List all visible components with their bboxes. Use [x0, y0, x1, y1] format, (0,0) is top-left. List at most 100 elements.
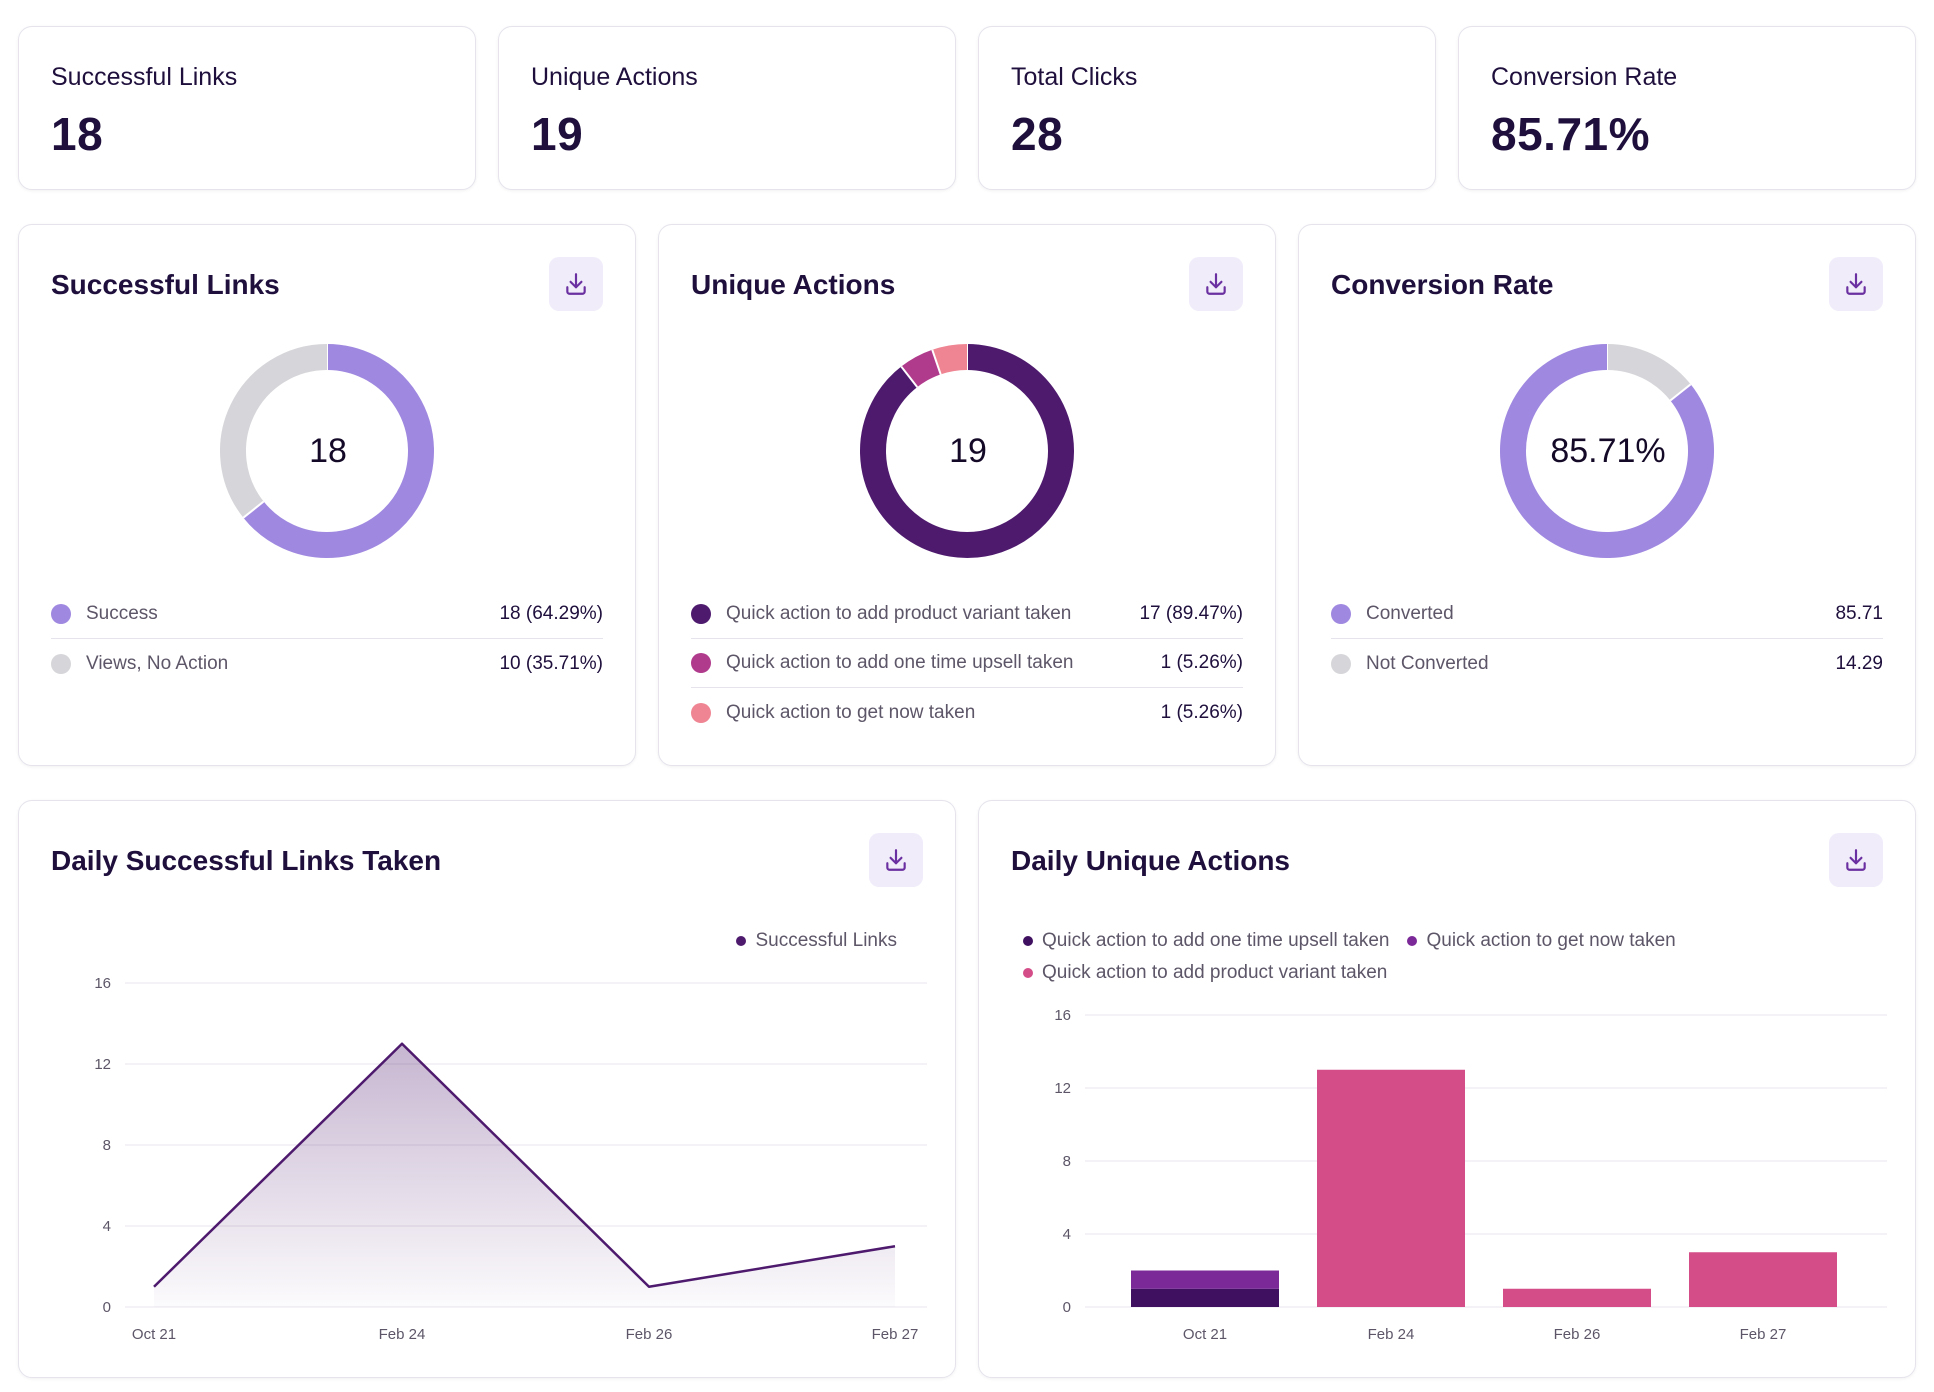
legend-row: Quick action to get now taken 1 (5.26%): [691, 688, 1243, 737]
legend-item[interactable]: Successful Links: [736, 925, 897, 957]
legend-value: 1 (5.26%): [1160, 701, 1243, 723]
donut-chart: [1500, 344, 1714, 558]
y-tick-label: 4: [103, 1218, 111, 1235]
legend-label: Quick action to add one time upsell take…: [1042, 930, 1390, 951]
slice-separator: [1669, 383, 1692, 402]
download-icon: [1846, 273, 1866, 295]
legend-label: Quick action to get now taken: [1426, 930, 1676, 951]
y-tick-label: 12: [1054, 1080, 1071, 1097]
legend-label: Views, No Action: [86, 652, 229, 674]
donut-slice[interactable]: [243, 344, 434, 558]
download-icon: [566, 273, 586, 295]
download-icon: [886, 849, 906, 871]
download-button[interactable]: [549, 257, 603, 311]
legend-label: Successful Links: [755, 930, 897, 951]
legend-row: Views, No Action 10 (35.71%): [51, 639, 603, 688]
legend-row: Quick action to add one time upsell take…: [691, 639, 1243, 688]
y-tick-label: 12: [94, 1056, 111, 1073]
card-title: Daily Unique Actions: [1011, 845, 1291, 876]
legend-label: Converted: [1366, 603, 1454, 624]
donut-legend: Converted 85.71 Not Converted 14.29: [1331, 590, 1883, 688]
bar-segment[interactable]: [1317, 1069, 1465, 1307]
legend-dot: [736, 936, 747, 946]
x-tick-label: Feb 27: [1740, 1326, 1787, 1343]
legend-label: Quick action to add product variant take…: [726, 603, 1072, 624]
donut-center-value: 19: [949, 431, 987, 470]
donut-card-unique-actions: Unique Actions 19 Quick action to add pr…: [658, 224, 1276, 766]
donut-card-conversion-rate: Conversion Rate 85.71% Converted 85.71 Not…: [1298, 224, 1916, 766]
legend-label: Success: [86, 603, 158, 624]
legend-value: 10 (35.71%): [499, 652, 603, 674]
donut-legend: Quick action to add product variant take…: [691, 590, 1243, 737]
legend-dot: [691, 604, 711, 624]
legend-dot: [691, 653, 711, 673]
y-tick-label: 8: [103, 1137, 111, 1154]
legend-item[interactable]: Quick action to add one time upsell take…: [1023, 925, 1389, 957]
legend-dot: [1331, 604, 1351, 624]
slice-separator: [242, 500, 265, 519]
data-point[interactable]: [646, 1284, 652, 1290]
x-tick-label: Feb 24: [1368, 1326, 1415, 1343]
bar-segment[interactable]: [1689, 1252, 1837, 1307]
download-button[interactable]: [869, 833, 923, 887]
bar-segment[interactable]: [1503, 1288, 1651, 1307]
donut-center-value: 85.71%: [1550, 431, 1666, 470]
data-point[interactable]: [399, 1041, 405, 1047]
stat-card-total-clicks: Total Clicks 28: [978, 26, 1436, 190]
y-tick-label: 16: [94, 975, 111, 992]
legend-dot: [1023, 968, 1033, 978]
x-tick-label: Feb 26: [626, 1326, 673, 1343]
legend-item[interactable]: Quick action to add product variant take…: [1023, 957, 1387, 989]
donut-card-successful-links: Successful Links 18 Success 18 (64.29%) Vi…: [18, 224, 636, 766]
stat-label: Total Clicks: [1011, 63, 1138, 91]
bar-chart-card: Daily Unique Actions Quick action to add…: [978, 800, 1916, 1378]
stat-card-successful-links: Successful Links 18: [18, 26, 476, 190]
x-tick-label: Feb 26: [1554, 1326, 1601, 1343]
line-area: [154, 1043, 895, 1307]
x-tick-label: Oct 21: [132, 1326, 176, 1343]
data-point[interactable]: [892, 1243, 898, 1249]
donut-chart: [220, 344, 434, 558]
download-icon: [1846, 849, 1866, 871]
y-tick-label: 0: [103, 1299, 111, 1316]
stat-value: 28: [1011, 108, 1064, 160]
chart-legend: Quick action to add one time upsell take…: [1023, 925, 1743, 989]
legend-item[interactable]: Quick action to get now taken: [1407, 925, 1676, 957]
x-tick-label: Feb 27: [872, 1326, 919, 1343]
download-button[interactable]: [1189, 257, 1243, 311]
y-tick-label: 8: [1063, 1153, 1071, 1170]
legend-value: 17 (89.47%): [1139, 603, 1243, 624]
bar-segment[interactable]: [1131, 1288, 1279, 1307]
line-chart: 0 4 8 12 16 Oct 21 Feb 24 Feb 26 Feb 27: [94, 975, 927, 1343]
legend-dot: [691, 702, 711, 723]
legend-row: Converted 85.71: [1331, 590, 1883, 639]
download-button[interactable]: [1829, 833, 1883, 887]
legend-dot: [1407, 936, 1418, 946]
legend-value: 1 (5.26%): [1160, 652, 1243, 673]
donut-slice[interactable]: [860, 344, 1074, 558]
legend-value: 85.71: [1835, 603, 1883, 624]
donut-slice[interactable]: [1500, 344, 1714, 558]
stat-label: Conversion Rate: [1491, 63, 1678, 91]
x-tick-label: Oct 21: [1183, 1326, 1227, 1343]
y-tick-label: 4: [1063, 1226, 1071, 1243]
legend-label: Quick action to get now taken: [726, 701, 976, 723]
card-title: Successful Links: [51, 269, 280, 300]
donut-slice[interactable]: [220, 344, 328, 518]
donut-chart: [860, 344, 1074, 558]
stat-value: 85.71%: [1491, 108, 1651, 160]
download-button[interactable]: [1829, 257, 1883, 311]
legend-label: Not Converted: [1366, 652, 1489, 674]
card-title: Unique Actions: [691, 269, 896, 300]
legend-label: Quick action to add product variant take…: [1042, 962, 1388, 983]
donut-slice[interactable]: [1606, 344, 1691, 401]
bar-chart: 0 4 8 12 16 Oct 21 Feb 24 Feb 26 Feb 27: [1054, 1007, 1887, 1343]
card-title: Conversion Rate: [1331, 269, 1554, 300]
data-point[interactable]: [151, 1284, 157, 1290]
legend-dot: [1023, 936, 1033, 946]
bar-segment[interactable]: [1131, 1270, 1279, 1289]
stat-label: Unique Actions: [531, 63, 698, 91]
series-line[interactable]: [153, 1042, 896, 1288]
donut-legend: Success 18 (64.29%) Views, No Action 10 (35…: [51, 590, 603, 688]
stat-label: Successful Links: [51, 63, 238, 91]
